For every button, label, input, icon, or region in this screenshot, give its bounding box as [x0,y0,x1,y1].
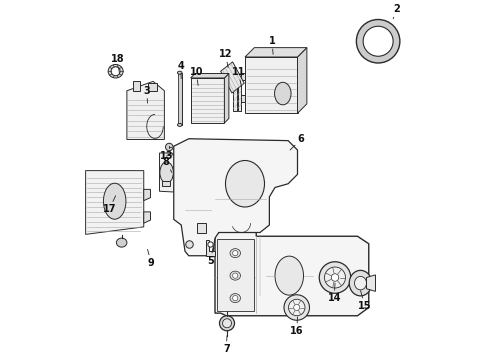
Text: 12: 12 [219,49,232,68]
Ellipse shape [230,271,241,280]
Ellipse shape [233,296,238,301]
Text: 7: 7 [223,336,230,354]
Polygon shape [191,73,229,78]
Polygon shape [220,62,244,93]
Polygon shape [160,153,174,192]
Polygon shape [144,212,150,223]
Polygon shape [191,78,224,123]
Ellipse shape [117,238,127,247]
Text: 11: 11 [231,67,245,85]
Ellipse shape [208,242,213,247]
Polygon shape [215,231,369,316]
Ellipse shape [294,305,300,310]
Text: 6: 6 [290,135,305,150]
Ellipse shape [233,273,238,278]
Ellipse shape [160,162,173,183]
Ellipse shape [324,267,345,288]
Polygon shape [241,95,245,102]
Text: 15: 15 [358,291,372,311]
Polygon shape [177,73,182,125]
Ellipse shape [111,67,120,76]
Ellipse shape [230,294,241,303]
Text: 4: 4 [177,60,184,79]
Text: 14: 14 [327,283,341,303]
Text: 3: 3 [144,86,150,103]
Text: 1: 1 [269,36,275,54]
Polygon shape [233,81,237,111]
Ellipse shape [103,183,126,219]
Ellipse shape [186,241,193,248]
Ellipse shape [363,26,393,56]
Polygon shape [86,171,144,234]
Polygon shape [217,239,254,310]
Polygon shape [162,181,170,186]
Ellipse shape [177,123,182,126]
Polygon shape [367,275,375,291]
Ellipse shape [220,316,235,331]
Polygon shape [132,81,140,91]
Text: 17: 17 [102,196,116,214]
Ellipse shape [319,262,351,293]
Polygon shape [238,81,241,111]
Text: 16: 16 [290,317,303,336]
Polygon shape [245,48,307,57]
Ellipse shape [275,256,303,295]
Polygon shape [174,139,297,256]
Polygon shape [224,73,229,123]
Text: 9: 9 [147,249,155,267]
Text: 8: 8 [163,157,172,172]
Ellipse shape [356,19,400,63]
Ellipse shape [225,161,265,207]
Polygon shape [127,81,164,139]
Ellipse shape [289,299,305,316]
Polygon shape [147,83,157,91]
Text: 5: 5 [207,248,214,266]
Ellipse shape [354,276,367,290]
Polygon shape [245,57,297,113]
Text: 13: 13 [160,151,173,161]
Polygon shape [241,73,245,80]
Ellipse shape [108,64,123,78]
Ellipse shape [230,249,241,258]
Ellipse shape [166,143,173,151]
Polygon shape [197,223,206,233]
Text: 10: 10 [190,67,203,85]
Text: 2: 2 [393,4,400,19]
Ellipse shape [349,270,372,296]
Polygon shape [206,240,215,256]
Ellipse shape [177,71,182,74]
Polygon shape [297,48,307,113]
Polygon shape [144,189,150,201]
Text: 18: 18 [111,54,124,73]
Ellipse shape [222,319,231,328]
Ellipse shape [274,82,291,105]
Ellipse shape [331,274,339,281]
Ellipse shape [284,295,310,320]
Ellipse shape [233,251,238,256]
